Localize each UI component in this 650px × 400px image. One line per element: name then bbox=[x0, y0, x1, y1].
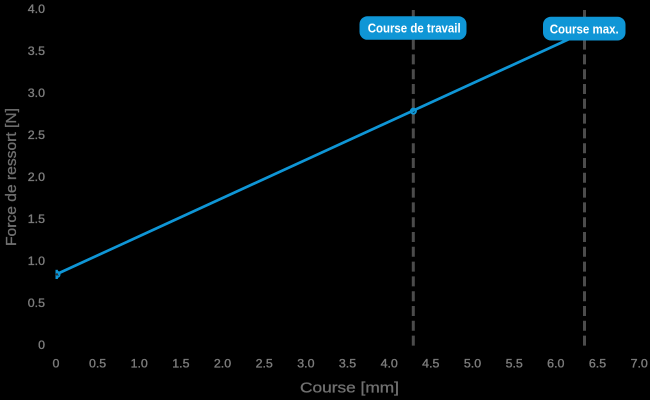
svg-text:3.5: 3.5 bbox=[339, 357, 356, 371]
svg-text:3.0: 3.0 bbox=[297, 357, 314, 371]
svg-text:0.5: 0.5 bbox=[89, 357, 106, 371]
svg-text:Force de ressort [N]: Force de ressort [N] bbox=[3, 108, 20, 246]
svg-text:4.0: 4.0 bbox=[28, 2, 45, 16]
svg-text:4.0: 4.0 bbox=[381, 357, 398, 371]
svg-text:1.5: 1.5 bbox=[28, 212, 45, 226]
svg-text:1.0: 1.0 bbox=[131, 357, 148, 371]
svg-text:6.5: 6.5 bbox=[589, 357, 606, 371]
svg-text:5.0: 5.0 bbox=[464, 357, 481, 371]
svg-text:0: 0 bbox=[38, 338, 45, 352]
svg-text:2.5: 2.5 bbox=[256, 357, 273, 371]
svg-text:0.5: 0.5 bbox=[28, 296, 45, 310]
svg-text:2.5: 2.5 bbox=[28, 128, 45, 142]
svg-text:1.0: 1.0 bbox=[28, 254, 45, 268]
svg-text:1.5: 1.5 bbox=[172, 357, 189, 371]
svg-text:Course max.: Course max. bbox=[550, 21, 619, 36]
svg-text:5.5: 5.5 bbox=[506, 357, 523, 371]
svg-text:3.0: 3.0 bbox=[28, 86, 45, 100]
svg-text:7.0: 7.0 bbox=[631, 357, 648, 371]
svg-text:0: 0 bbox=[52, 357, 59, 371]
svg-text:2.0: 2.0 bbox=[214, 357, 231, 371]
svg-text:3.5: 3.5 bbox=[28, 44, 45, 58]
svg-text:4.5: 4.5 bbox=[422, 357, 439, 371]
svg-text:Course [mm]: Course [mm] bbox=[300, 379, 399, 396]
svg-text:2.0: 2.0 bbox=[28, 170, 45, 184]
svg-text:6.0: 6.0 bbox=[547, 357, 564, 371]
svg-text:Course de travail: Course de travail bbox=[368, 21, 461, 36]
